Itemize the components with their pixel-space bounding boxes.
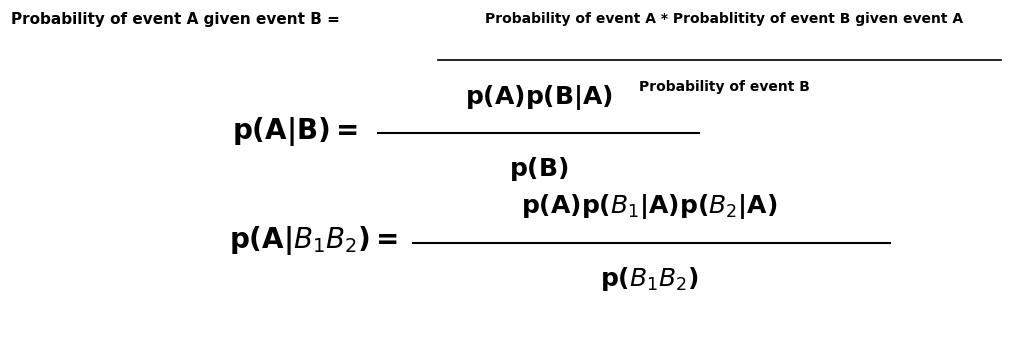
Text: $\mathbf{p(A|}$$\mathit{B_1B_2}$$\mathbf{) =}$: $\mathbf{p(A|}$$\mathit{B_1B_2}$$\mathbf… xyxy=(229,225,398,257)
Text: Probability of event A * Probablitity of event B given event A: Probability of event A * Probablitity of… xyxy=(485,12,964,26)
Text: $\mathbf{p(B)}$: $\mathbf{p(B)}$ xyxy=(509,155,568,183)
Text: $\mathbf{p(A)p(}$$\mathit{B_1}$$\mathbf{|A)p(}$$\mathit{B_2}$$\mathbf{|A)}$: $\mathbf{p(A)p(}$$\mathit{B_1}$$\mathbf{… xyxy=(521,192,777,221)
Text: Probability of event B: Probability of event B xyxy=(639,80,810,94)
Text: $\mathbf{p(A)p(B|A)}$: $\mathbf{p(A)p(B|A)}$ xyxy=(465,83,612,112)
Text: $\mathbf{p(A|B) =}$: $\mathbf{p(A|B) =}$ xyxy=(232,115,358,148)
Text: Probability of event A given event B =: Probability of event A given event B = xyxy=(11,12,345,27)
Text: $\mathbf{p(}$$\mathit{B_1B_2}$$\mathbf{)}$: $\mathbf{p(}$$\mathit{B_1B_2}$$\mathbf{)… xyxy=(600,265,698,293)
